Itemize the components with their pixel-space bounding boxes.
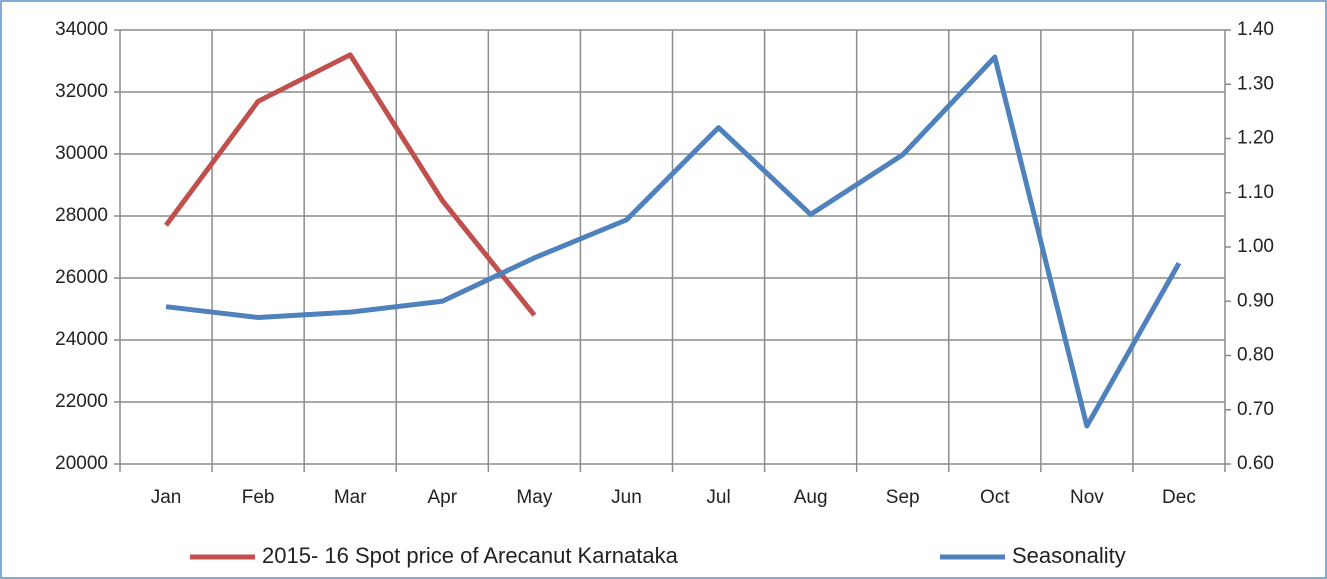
x-tick-label: Mar [334,487,367,508]
series-line [165,54,1182,429]
y2-tick-label: 0.90 [1237,290,1274,311]
x-tick-label: Jul [706,487,730,508]
x-tick-label: May [516,487,552,508]
series-line [164,52,537,317]
y-tick-label: 28000 [55,205,108,226]
x-tick-label: Oct [980,487,1010,508]
x-tick-label: Feb [242,487,275,508]
legend-label: Seasonality [1012,543,1126,568]
y-tick-label: 30000 [55,143,108,164]
y2-tick-label: 1.30 [1237,73,1274,94]
x-tick-label: Aug [794,487,828,508]
x-tick-label: Sep [886,487,920,508]
y-tick-label: 20000 [55,453,108,474]
y2-tick-label: 1.20 [1237,128,1274,149]
y-tick-label: 22000 [55,391,108,412]
x-tick-label: Dec [1162,487,1196,508]
y-tick-label: 26000 [55,267,108,288]
x-tick-label: Apr [428,487,458,508]
y-tick-label: 32000 [55,81,108,102]
y2-tick-label: 1.40 [1237,19,1274,40]
x-tick-label: Nov [1070,487,1104,508]
y2-tick-label: 0.80 [1237,345,1274,366]
legend-label: 2015- 16 Spot price of Arecanut Karnatak… [262,543,679,568]
x-tick-label: Jan [151,487,182,508]
y2-tick-label: 1.10 [1237,182,1274,203]
y-tick-label: 34000 [55,19,108,40]
y-tick-label: 24000 [55,329,108,350]
y2-tick-label: 1.00 [1237,236,1274,257]
x-tick-label: Jun [611,487,642,508]
y2-tick-label: 0.60 [1237,453,1274,474]
y2-tick-label: 0.70 [1237,399,1274,420]
